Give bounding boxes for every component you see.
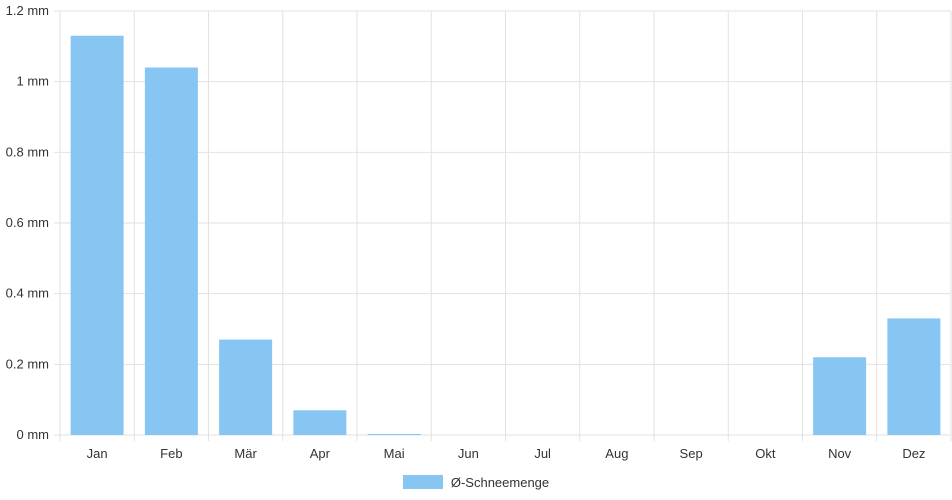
y-tick-label: 0 mm xyxy=(17,427,50,442)
y-tick-label: 0.4 mm xyxy=(6,286,49,301)
legend[interactable]: Ø-Schneemenge xyxy=(0,472,952,492)
x-tick-label: Nov xyxy=(828,446,852,461)
x-tick-label: Aug xyxy=(605,446,628,461)
chart-grid xyxy=(54,10,952,441)
bar-dez[interactable] xyxy=(887,318,941,435)
x-tick-label: Okt xyxy=(755,446,776,461)
x-tick-label: Dez xyxy=(902,446,925,461)
bar-series xyxy=(70,35,941,436)
bar-mär[interactable] xyxy=(219,339,273,435)
x-tick-label: Mai xyxy=(384,446,405,461)
x-tick-label: Mär xyxy=(234,446,257,461)
bar-nov[interactable] xyxy=(813,357,867,435)
x-tick-label: Jul xyxy=(534,446,551,461)
bar-feb[interactable] xyxy=(144,67,198,436)
x-tick-label: Apr xyxy=(310,446,331,461)
x-tick-label: Jun xyxy=(458,446,479,461)
y-tick-label: 1 mm xyxy=(17,74,50,89)
bar-jan[interactable] xyxy=(70,35,124,435)
y-axis-tick-labels: 0 mm 0.2 mm 0.4 mm 0.6 mm 0.8 mm 1 mm 1.2 mm xyxy=(6,3,49,442)
legend-swatch xyxy=(402,475,443,489)
x-tick-label: Sep xyxy=(680,446,703,461)
x-tick-label: Jan xyxy=(87,446,108,461)
y-tick-label: 0.6 mm xyxy=(6,215,49,230)
bar-apr[interactable] xyxy=(293,410,347,435)
y-tick-label: 0.2 mm xyxy=(6,356,49,371)
x-axis-tick-labels: Jan Feb Mär Apr Mai Jun Jul Aug Sep Okt Nov Dez xyxy=(87,446,926,461)
x-tick-label: Feb xyxy=(160,446,182,461)
y-tick-label: 1.2 mm xyxy=(6,3,49,18)
y-tick-label: 0.8 mm xyxy=(6,144,49,159)
legend-label: Ø-Schneemenge xyxy=(450,474,550,490)
bar-mai[interactable] xyxy=(367,433,421,435)
